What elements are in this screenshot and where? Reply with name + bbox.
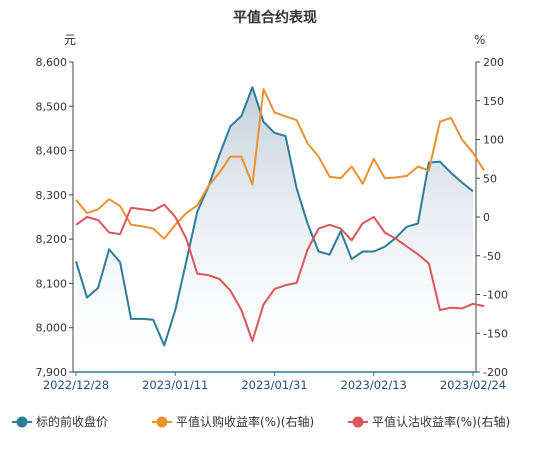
- left-tick-label: 8,600: [36, 56, 68, 69]
- left-tick-label: 8,000: [36, 322, 68, 335]
- right-tick-label: 50: [483, 172, 497, 185]
- right-tick-label: -200: [483, 366, 508, 379]
- x-tick-label: 2023/01/11: [142, 378, 208, 392]
- price-area-layer: [76, 87, 473, 372]
- price-area: [76, 87, 473, 372]
- x-tick-label: 2023/01/31: [241, 378, 307, 392]
- left-tick-label: 8,100: [36, 277, 68, 290]
- legend-marker: [16, 416, 28, 428]
- left-tick-label: 8,200: [36, 233, 68, 246]
- lines-layer: [75, 86, 485, 347]
- left-tick-label: 7,900: [36, 366, 68, 379]
- legend-label: 平值认购收益率(%)(右轴): [176, 414, 314, 429]
- left-tick-label: 8,400: [36, 145, 68, 158]
- left-tick-label: 8,500: [36, 100, 68, 113]
- legend-item-call: 平值认购收益率(%)(右轴): [152, 414, 314, 429]
- right-tick-label: -150: [483, 327, 508, 340]
- legend-marker: [352, 416, 364, 428]
- left-axis-unit: 元: [64, 33, 76, 47]
- call-return-line: [75, 88, 485, 240]
- chart-title: 平值合约表现: [233, 9, 317, 26]
- left-tick-label: 8,300: [36, 189, 68, 202]
- right-tick-label: -100: [483, 289, 508, 302]
- legend-label: 标的前收盘价: [36, 414, 108, 429]
- axes-layer: 7,900 8,000 8,100 8,200 8,300 8,400 8,500 8,600…: [36, 56, 508, 392]
- right-tick-label: -50: [483, 250, 501, 263]
- right-axis-unit: %: [474, 33, 485, 47]
- right-tick-label: 0: [483, 211, 490, 224]
- legend-item-put: 平值认沽收益率(%)(右轴): [348, 414, 510, 429]
- x-tick-label: 2022/12/28: [43, 378, 109, 392]
- x-tick-label: 2023/02/13: [341, 378, 407, 392]
- legend-label: 平值认沽收益率(%)(右轴): [372, 414, 510, 429]
- legend-item-price: 标的前收盘价: [12, 414, 108, 429]
- legend: 标的前收盘价 平值认购收益率(%)(右轴) 平值认沽收益率(%)(右轴): [12, 414, 510, 429]
- right-tick-label: 200: [483, 56, 504, 69]
- right-tick-label: 150: [483, 95, 504, 108]
- price-line: [75, 86, 474, 347]
- put-return-line: [75, 203, 485, 342]
- legend-marker: [156, 416, 168, 428]
- right-tick-label: 100: [483, 134, 504, 147]
- x-tick-label: 2023/02/24: [440, 378, 506, 392]
